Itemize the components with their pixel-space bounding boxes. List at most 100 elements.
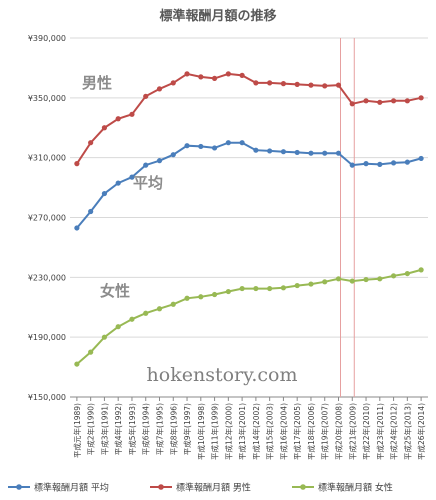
x-tick-label: 平成23年(2011) [375,403,385,460]
data-point [129,174,135,180]
x-tick-label: 平成25年(2013) [402,403,412,460]
legend-label: 標準報酬月額 男性 [176,482,251,494]
data-point [101,190,108,197]
legend-marker [16,484,22,490]
data-point [418,267,424,273]
grid-lines [70,37,428,398]
series-group [74,71,424,367]
data-point [253,147,259,153]
data-point [418,95,424,101]
data-point [267,285,273,292]
data-point [253,285,259,292]
x-tick-label: 平成9年(1997) [182,403,192,455]
data-point [308,82,314,88]
x-tick-label: 平成4年(1992) [113,403,123,455]
x-tick-label: 平成22年(2010) [361,403,371,460]
y-tick-label: ¥310,000 [28,154,66,163]
data-point [280,81,287,87]
x-tick-label: 平成26年(2014) [416,403,426,460]
x-tick-label: 平成10年(1998) [196,403,206,460]
data-point [88,140,94,146]
x-tick-label: 平成6年(1994) [141,403,151,455]
data-point [294,81,300,87]
x-axis: 平成元年(1989) 平成2年(1990) 平成3年(1991) 平成4年(1992)… [72,397,426,460]
data-point [156,306,163,312]
data-point [267,148,273,154]
series-label-male: 男性 [82,74,112,92]
data-point [363,161,369,167]
data-point [115,116,121,122]
data-point [143,310,149,316]
x-tick-label: 平成20年(2008) [334,403,344,460]
data-point [377,276,383,282]
data-point [308,150,314,156]
data-point [225,288,231,295]
y-tick-label: ¥270,000 [28,214,66,223]
x-tick-label: 平成12年(2000) [223,403,233,460]
data-point [184,143,190,149]
data-point [225,71,231,77]
data-point [129,111,135,117]
data-point [101,125,108,131]
data-point [211,291,218,298]
legend: 標準報酬月額 平均 標準報酬月額 男性 標準報酬月額 女性 [8,482,393,494]
data-point [239,285,245,292]
data-point [198,294,204,300]
data-point [74,225,80,231]
y-axis: ¥150,000 ¥190,000 ¥230,000 ¥270,000 ¥310,000… [28,34,66,402]
x-tick-label: 平成17年(2005) [292,403,302,460]
data-point [88,349,94,355]
data-point [418,155,424,162]
data-point [280,285,287,291]
data-point [335,276,342,282]
x-tick-label: 平成元年(1989) [72,403,82,458]
x-tick-label: 平成16年(2004) [278,403,288,460]
data-point [101,334,108,340]
data-point [156,158,163,164]
data-point [363,276,369,283]
data-point [404,159,410,165]
series-2 [74,267,424,367]
x-tick-label: 平成24年(2012) [389,403,399,460]
series-label-female: 女性 [100,282,130,300]
data-point [74,161,80,167]
data-point [170,80,176,86]
series-1 [74,71,424,167]
data-point [377,161,383,167]
data-point [335,150,342,156]
data-point [390,160,397,166]
data-point [198,74,204,80]
x-tick-label: 平成7年(1995) [155,403,165,455]
legend-item: 標準報酬月額 女性 [292,482,393,494]
data-point [253,80,259,86]
x-tick-label: 平成21年(2009) [347,403,357,460]
data-point [239,140,245,146]
x-tick-label: 平成15年(2003) [265,403,275,460]
data-point [377,99,383,105]
reference-lines [340,38,355,397]
data-point [184,295,190,301]
data-point [404,98,410,104]
data-point [129,316,135,322]
data-point [143,93,149,99]
data-point [363,98,369,104]
data-point [349,101,355,107]
legend-marker [158,484,164,490]
data-point [115,180,121,186]
data-point [225,140,231,146]
data-point [390,98,397,104]
data-point [170,152,176,158]
data-point [349,278,355,284]
y-tick-label: ¥390,000 [28,34,66,43]
data-point [267,80,273,86]
x-tick-label: 平成19年(2007) [320,403,330,460]
data-point [198,143,204,150]
data-point [280,149,287,155]
x-tick-label: 平成11年(1999) [210,403,220,460]
data-point [294,282,300,289]
legend-marker [300,484,306,490]
watermark: hokenstory.com [147,364,298,386]
data-point [294,149,300,156]
data-point [74,361,80,367]
